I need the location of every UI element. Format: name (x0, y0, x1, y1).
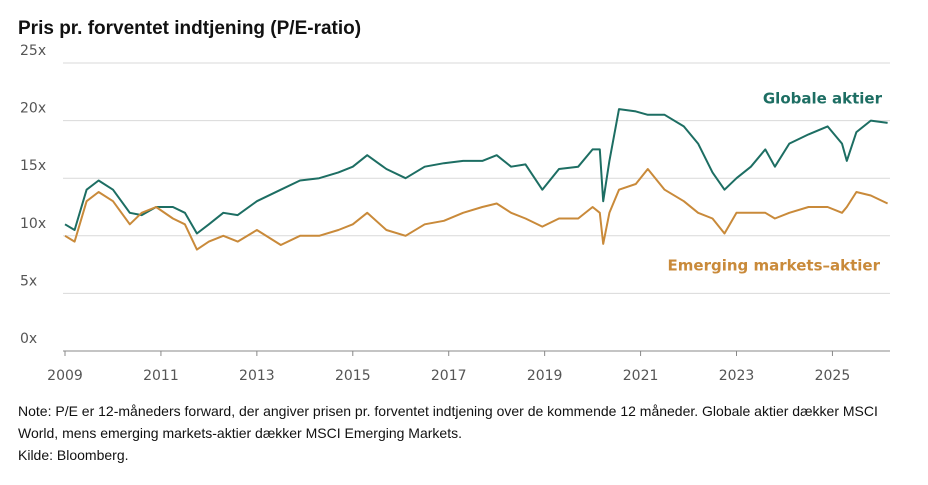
series-label: Emerging markets–aktier (668, 257, 881, 275)
x-tick-label: 2017 (431, 368, 467, 384)
y-tick-label: 0x (20, 331, 37, 347)
x-tick-label: 2015 (335, 368, 371, 384)
series-line (64, 108, 888, 235)
x-tick-label: 2025 (815, 368, 851, 384)
chart: 0x 5x 10x 15x 20x 25x 2009 2011 2013 2015 2017 2019… (20, 43, 890, 384)
x-tick-label: 2019 (527, 368, 563, 384)
y-tick-label: 20x (20, 101, 46, 117)
series-label: Globale aktier (763, 90, 883, 108)
x-tick-label: 2021 (623, 368, 659, 384)
y-tick-label: 15x (20, 158, 46, 174)
x-tick-label: 2009 (47, 368, 83, 384)
x-tick-label: 2011 (143, 368, 179, 384)
series-line (64, 168, 889, 251)
source: Kilde: Bloomberg. (18, 447, 129, 463)
x-tick-label: 2013 (239, 368, 275, 384)
y-tick-label: 10x (20, 216, 46, 232)
chart-title: Pris pr. forventet indtjening (P/E-ratio… (18, 18, 362, 39)
y-tick-label: 25x (20, 43, 46, 59)
x-tick-label: 2023 (719, 368, 755, 384)
note: Note: P/E er 12-måneders forward, der an… (18, 403, 878, 441)
y-tick-label: 5x (20, 273, 37, 289)
notes: Note: P/E er 12-måneders forward, der an… (18, 400, 908, 466)
